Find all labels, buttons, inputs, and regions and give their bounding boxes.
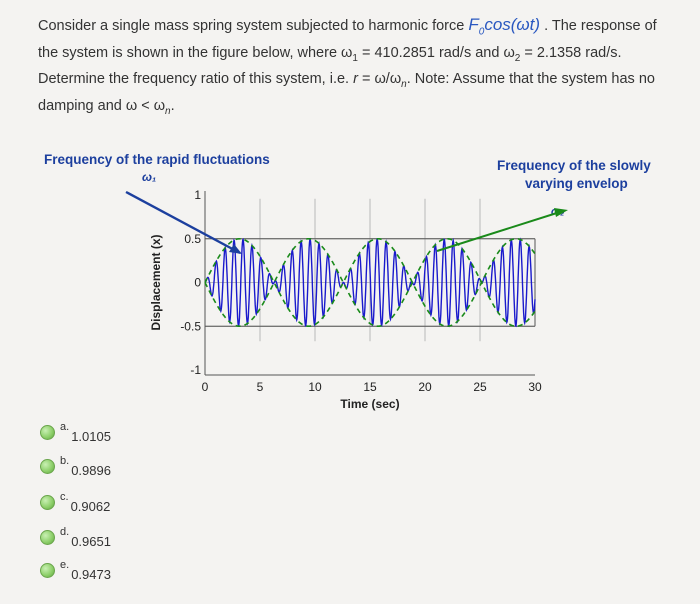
question-line-1: Consider a single mass spring system sub… (38, 15, 657, 38)
arrow-head-rapid (229, 244, 242, 254)
arrow-slow-envelope (436, 211, 561, 252)
option-a[interactable]: a. 1.0105 (40, 421, 111, 444)
option-e[interactable]: e. 0.9473 (40, 559, 111, 582)
y-tick-label: 0 (194, 276, 201, 290)
x-tick-label: 15 (363, 380, 377, 394)
response-figure: Frequency of the rapid fluctuations ω₁ F… (0, 140, 700, 440)
x-tick-label: 25 (473, 380, 487, 394)
x-tick-label: 10 (308, 380, 322, 394)
y-axis-label: Displacement (x) (149, 234, 163, 330)
question-line-3: Determine the frequency ratio of this sy… (38, 71, 655, 91)
x-tick-label: 5 (257, 380, 264, 394)
label-w1-symbol: ω₁ (142, 170, 157, 184)
label-slow-envelope-2: varying envelop (525, 176, 628, 191)
y-tick-label: -1 (190, 363, 201, 377)
radio-b[interactable] (40, 459, 55, 474)
y-tick-label: 0.5 (184, 232, 201, 246)
chart-ticks: 10.50-0.5-10 5 10 15 20 25 30 (180, 188, 542, 394)
x-tick-label: 20 (418, 380, 432, 394)
label-rapid-fluctuations: Frequency of the rapid fluctuations (44, 152, 270, 167)
question-line-4: damping and ω < ωn. (38, 97, 175, 117)
radio-d[interactable] (40, 530, 55, 545)
response-chart: 10.50-0.5-10 5 10 15 20 25 30 Time (sec) Displ… (125, 188, 568, 411)
question-line-2: the system is shown in the figure below,… (38, 44, 622, 64)
envelope-upper-line (204, 238, 536, 285)
radio-a[interactable] (40, 425, 55, 440)
y-tick-label: 1 (194, 188, 201, 202)
x-tick-label: 30 (528, 380, 542, 394)
arrow-head-envelope (554, 208, 568, 217)
label-slow-envelope-1: Frequency of the slowly (497, 158, 651, 173)
radio-c[interactable] (40, 495, 55, 510)
radio-e[interactable] (40, 563, 55, 578)
annotation-arrows (125, 190, 568, 255)
x-axis-label: Time (sec) (340, 397, 399, 411)
option-b[interactable]: b. 0.9896 (40, 455, 111, 478)
option-c[interactable]: c. 0.9062 (40, 491, 110, 514)
question-text: Consider a single mass spring system sub… (38, 14, 678, 122)
x-tick-label: 0 (202, 380, 209, 394)
arrow-rapid-fluctuation (125, 190, 241, 255)
y-tick-label: -0.5 (180, 319, 201, 333)
envelope-lower-line (204, 280, 536, 327)
option-d[interactable]: d. 0.9651 (40, 526, 111, 549)
